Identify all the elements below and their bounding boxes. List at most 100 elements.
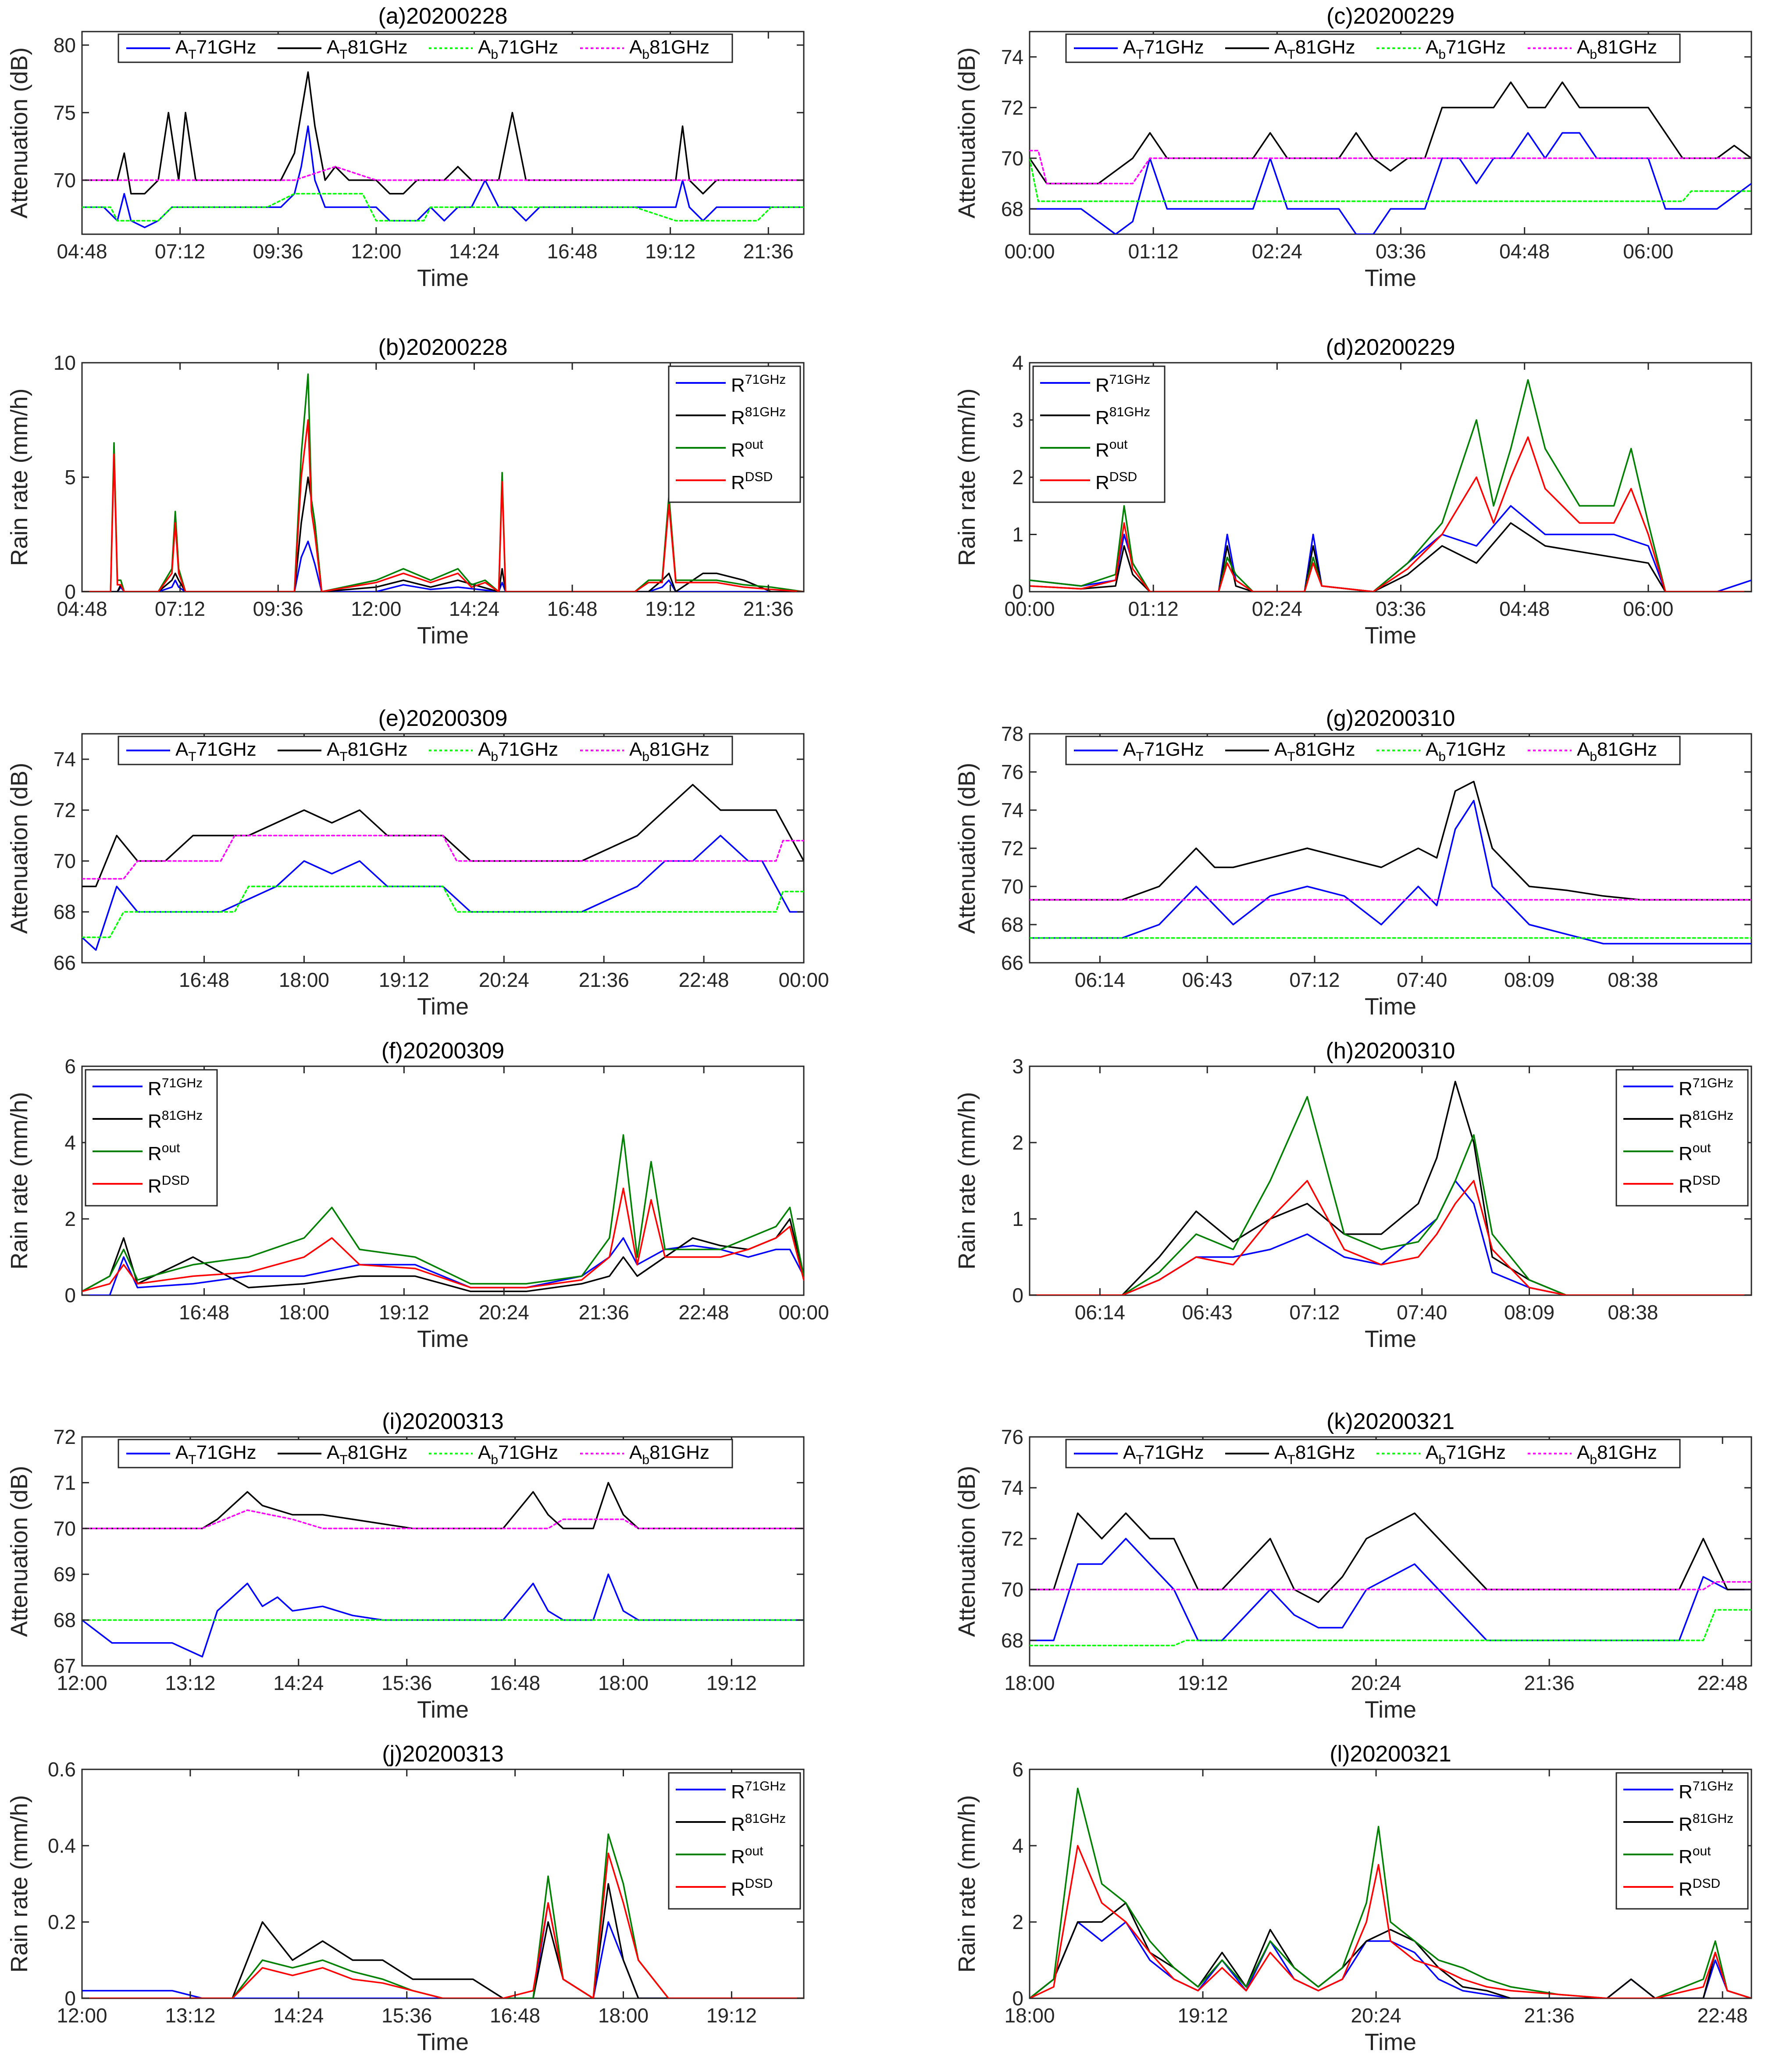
y-tick-label-i: 69 — [53, 1563, 76, 1586]
x-tick-label-e: 16:48 — [179, 968, 229, 991]
legend-label-b-Rout: Rout — [731, 437, 763, 461]
legend-label-f-R71GHz: R71GHz — [148, 1076, 203, 1100]
x-tick-label-i: 19:12 — [706, 1672, 757, 1694]
x-tick-label-e: 19:12 — [379, 968, 429, 991]
legend-label-e-AT71GHz: AT71GHz — [175, 739, 257, 764]
y-axis-label-b: Rain rate (mm/h) — [6, 388, 32, 566]
x-tick-label-b: 19:12 — [645, 597, 695, 620]
x-axis-label-f: Time — [417, 1326, 469, 1352]
x-tick-label-j: 15:36 — [381, 2004, 432, 2027]
legend-label-f-Rout: Rout — [148, 1141, 180, 1165]
y-tick-label-i: 70 — [53, 1517, 76, 1540]
y-tick-label-g: 68 — [1001, 913, 1023, 936]
x-tick-label-b: 14:24 — [449, 597, 499, 620]
x-tick-label-i: 18:00 — [598, 1672, 649, 1694]
x-tick-label-c: 06:00 — [1623, 240, 1673, 263]
x-tick-label-k: 21:36 — [1524, 1672, 1575, 1694]
x-tick-label-g: 07:40 — [1397, 968, 1447, 991]
legend-label-j-Rout: Rout — [731, 1844, 763, 1868]
y-tick-label-k: 70 — [1001, 1578, 1023, 1601]
chart-panel-b: 04:48 07:12 09:36 12:00 14:24 16:48 19:12 21:36… — [6, 335, 805, 649]
y-axis-label-k: Attenuation (dB) — [954, 1466, 980, 1637]
legend-label-g-AT81GHz: AT81GHz — [1274, 739, 1355, 764]
legend-a: AT71GHz AT81GHz Ab71GHz Ab81GHz — [118, 33, 733, 63]
y-tick-label-k: 74 — [1001, 1476, 1023, 1499]
legend-e: AT71GHz AT81GHz Ab71GHz Ab81GHz — [118, 736, 733, 765]
legend-label-k-Ab71GHz: Ab71GHz — [1426, 1442, 1506, 1467]
x-tick-label-i: 15:36 — [381, 1672, 432, 1694]
chart-title-j: (j)20200313 — [382, 1741, 504, 1767]
series-line-e-Ab71GHz — [82, 886, 804, 938]
series-group-l — [1030, 1787, 1751, 1998]
legend-label-g-AT71GHz: AT71GHz — [1123, 739, 1204, 764]
legend-label-h-R81GHz: R81GHz — [1679, 1108, 1733, 1132]
x-tick-label-f: 18:00 — [279, 1301, 329, 1324]
x-tick-label-k: 20:24 — [1351, 1672, 1401, 1694]
x-tick-label-a: 12:00 — [351, 240, 401, 263]
chart-panel-c: 00:00 01:12 02:24 03:36 04:48 06:00 68 70 72 74 (c… — [954, 4, 1752, 291]
legend-label-g-Ab81GHz: Ab81GHz — [1577, 739, 1657, 764]
series-group-k — [1030, 1512, 1751, 1647]
y-tick-label-k: 76 — [1001, 1425, 1023, 1448]
legend-label-l-R81GHz: R81GHz — [1679, 1811, 1733, 1835]
y-tick-label-d: 0 — [1012, 580, 1023, 603]
series-line-c-Ab71GHz — [1030, 157, 1751, 202]
x-tick-label-b: 04:48 — [57, 597, 107, 620]
chart-panel-e: 16:48 18:00 19:12 20:24 21:36 22:48 00:00 66 68 7… — [6, 706, 829, 1020]
x-tick-label-d: 02:24 — [1252, 597, 1302, 620]
y-tick-label-k: 68 — [1001, 1629, 1023, 1652]
x-tick-label-a: 16:48 — [547, 240, 597, 263]
x-tick-label-e: 21:36 — [579, 968, 629, 991]
series-line-a-Ab81GHz — [82, 166, 804, 181]
series-line-j-RDSD — [82, 1852, 804, 1998]
series-group-g — [1030, 781, 1751, 945]
y-tick-label-f: 6 — [64, 1055, 76, 1078]
legend-label-g-Ab71GHz: Ab71GHz — [1426, 739, 1506, 764]
y-tick-label-a: 75 — [53, 101, 76, 124]
series-line-a-Ab71GHz — [82, 193, 804, 221]
y-tick-label-d: 1 — [1012, 523, 1023, 546]
x-tick-label-j: 16:48 — [490, 2004, 540, 2027]
series-line-h-R81GHz — [1030, 1081, 1751, 1295]
series-group-i — [82, 1482, 804, 1658]
x-tick-label-h: 06:14 — [1075, 1301, 1125, 1324]
y-axis-label-j: Rain rate (mm/h) — [6, 1795, 32, 1972]
y-tick-label-c: 74 — [1001, 46, 1023, 68]
legend-box-e — [118, 736, 733, 765]
x-axis-label-a: Time — [417, 265, 469, 291]
y-tick-label-g: 72 — [1001, 837, 1023, 860]
x-tick-label-f: 16:48 — [179, 1301, 229, 1324]
legend-box-g — [1065, 736, 1681, 765]
legend-label-f-R81GHz: R81GHz — [148, 1108, 203, 1132]
y-tick-label-e: 70 — [53, 850, 76, 872]
series-line-c-AT81GHz — [1030, 81, 1751, 185]
series-line-j-Rout — [82, 1833, 804, 1998]
legend-l: R71GHz R81GHz Rout RDSD — [1615, 1772, 1749, 1910]
x-tick-label-l: 18:00 — [1004, 2004, 1055, 2027]
series-line-i-Ab81GHz — [82, 1509, 804, 1529]
legend-label-c-Ab71GHz: Ab71GHz — [1426, 36, 1506, 62]
y-axis-label-a: Attenuation (dB) — [6, 47, 32, 218]
x-tick-label-h: 07:12 — [1289, 1301, 1340, 1324]
legend-label-e-Ab81GHz: Ab81GHz — [629, 739, 710, 764]
series-group-a — [82, 71, 804, 229]
y-tick-label-j: 0.4 — [48, 1834, 76, 1857]
chart-title-b: (b)20200228 — [378, 335, 508, 360]
x-tick-label-f: 22:48 — [679, 1301, 729, 1324]
x-tick-label-b: 16:48 — [547, 597, 597, 620]
x-tick-label-c: 02:24 — [1252, 240, 1302, 263]
y-tick-label-h: 0 — [1012, 1284, 1023, 1307]
legend-box-k — [1065, 1439, 1681, 1468]
chart-title-h: (h)20200310 — [1326, 1038, 1455, 1064]
y-tick-label-f: 0 — [64, 1284, 76, 1307]
y-axis-label-g: Attenuation (dB) — [954, 763, 980, 934]
legend-label-i-Ab81GHz: Ab81GHz — [629, 1442, 710, 1467]
legend-label-f-RDSD: RDSD — [148, 1173, 189, 1197]
x-tick-label-h: 06:43 — [1182, 1301, 1233, 1324]
series-line-k-Ab71GHz — [1030, 1609, 1751, 1647]
legend-label-e-Ab71GHz: Ab71GHz — [478, 739, 558, 764]
x-tick-label-h: 08:09 — [1504, 1301, 1555, 1324]
y-tick-label-a: 70 — [53, 169, 76, 192]
y-tick-label-j: 0.6 — [48, 1758, 76, 1781]
